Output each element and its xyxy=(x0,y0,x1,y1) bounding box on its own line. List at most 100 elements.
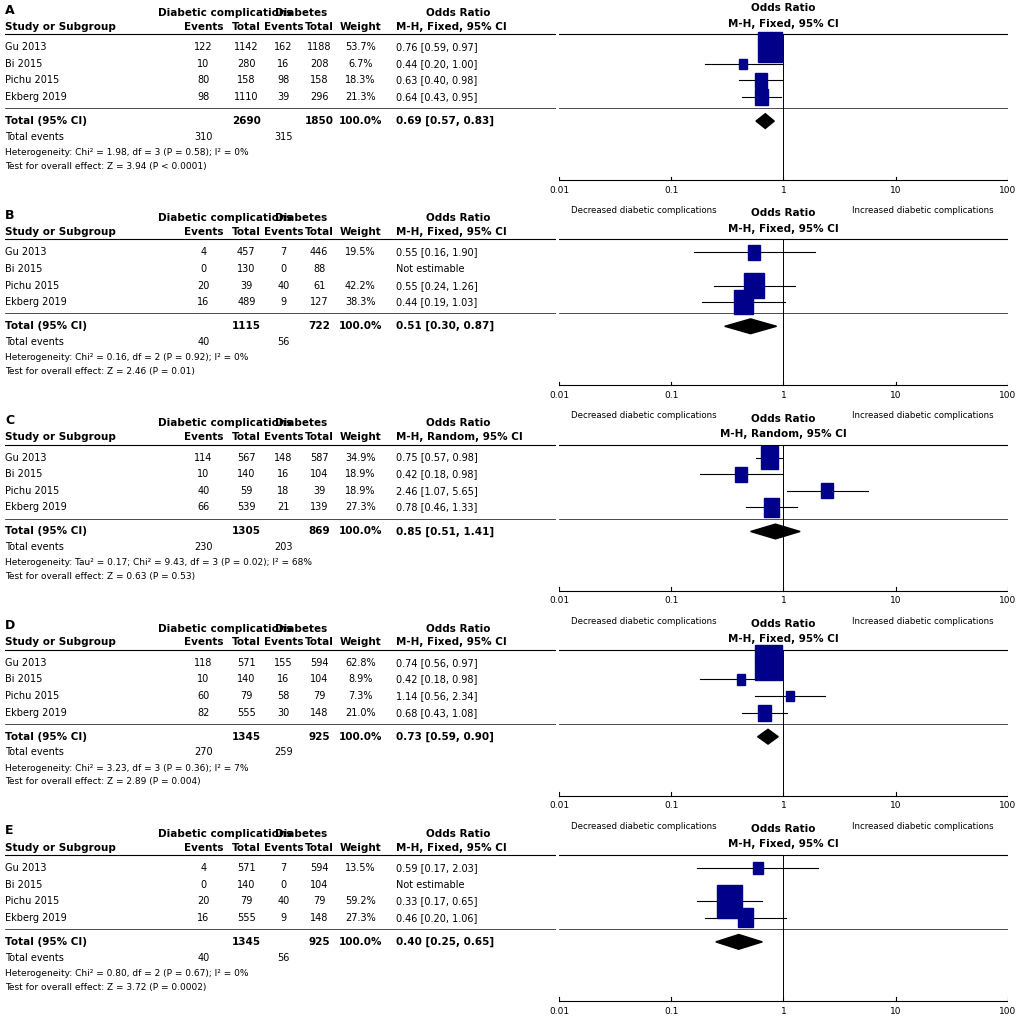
Text: 1: 1 xyxy=(780,391,786,400)
Text: Events: Events xyxy=(263,22,303,32)
Text: Total events: Total events xyxy=(5,952,64,962)
Text: Events: Events xyxy=(183,637,223,647)
Bar xyxy=(757,705,770,720)
Text: 148: 148 xyxy=(274,452,292,463)
Text: 587: 587 xyxy=(310,452,328,463)
Text: 0.01: 0.01 xyxy=(548,596,569,605)
Text: 722: 722 xyxy=(308,321,330,331)
Text: Study or Subgroup: Study or Subgroup xyxy=(5,637,116,647)
Text: 56: 56 xyxy=(277,952,289,962)
Text: 0.85 [0.51, 1.41]: 0.85 [0.51, 1.41] xyxy=(395,526,494,537)
Bar xyxy=(754,73,766,88)
Text: Not estimable: Not estimable xyxy=(395,264,465,274)
Bar xyxy=(760,446,777,469)
Text: Odds Ratio: Odds Ratio xyxy=(426,419,490,428)
Text: 0.1: 0.1 xyxy=(663,801,678,811)
Text: Total (95% CI): Total (95% CI) xyxy=(5,526,87,537)
Text: 148: 148 xyxy=(310,913,328,922)
Text: M-H, Fixed, 95% CI: M-H, Fixed, 95% CI xyxy=(395,637,506,647)
Text: Test for overall effect: Z = 2.46 (P = 0.01): Test for overall effect: Z = 2.46 (P = 0… xyxy=(5,367,195,377)
Text: Diabetic complications: Diabetic complications xyxy=(158,624,291,633)
Text: Diabetes: Diabetes xyxy=(275,624,327,633)
Text: 594: 594 xyxy=(310,863,328,873)
Text: Events: Events xyxy=(263,637,303,647)
Text: 270: 270 xyxy=(194,747,213,757)
Text: Ekberg 2019: Ekberg 2019 xyxy=(5,298,67,307)
Text: 118: 118 xyxy=(194,658,212,668)
Text: Events: Events xyxy=(183,432,223,442)
Text: M-H, Fixed, 95% CI: M-H, Fixed, 95% CI xyxy=(728,634,838,644)
Text: 9: 9 xyxy=(280,298,286,307)
Text: 0.59 [0.17, 2.03]: 0.59 [0.17, 2.03] xyxy=(395,863,477,873)
Text: Odds Ratio: Odds Ratio xyxy=(750,208,815,219)
Text: 140: 140 xyxy=(237,469,256,479)
Text: Ekberg 2019: Ekberg 2019 xyxy=(5,92,67,102)
Text: Pichu 2015: Pichu 2015 xyxy=(5,76,59,85)
Text: 104: 104 xyxy=(310,674,328,684)
Text: 21.3%: 21.3% xyxy=(344,92,375,102)
Text: 66: 66 xyxy=(197,503,209,512)
Text: 53.7%: 53.7% xyxy=(344,42,375,52)
Text: 594: 594 xyxy=(310,658,328,668)
Text: 10: 10 xyxy=(197,58,209,69)
Text: 1.14 [0.56, 2.34]: 1.14 [0.56, 2.34] xyxy=(395,692,477,701)
Text: Heterogeneity: Chi² = 0.16, df = 2 (P = 0.92); I² = 0%: Heterogeneity: Chi² = 0.16, df = 2 (P = … xyxy=(5,353,249,362)
Text: Total events: Total events xyxy=(5,747,64,757)
Text: 925: 925 xyxy=(308,732,329,742)
Text: Odds Ratio: Odds Ratio xyxy=(426,829,490,838)
Text: 1: 1 xyxy=(780,1007,786,1016)
Text: Pichu 2015: Pichu 2015 xyxy=(5,486,59,496)
Text: Increased diabetic complications: Increased diabetic complications xyxy=(851,411,993,421)
Polygon shape xyxy=(750,524,799,539)
Text: 18.3%: 18.3% xyxy=(344,76,375,85)
Text: 16: 16 xyxy=(277,674,289,684)
Text: 79: 79 xyxy=(313,897,325,906)
Text: 0.64 [0.43, 0.95]: 0.64 [0.43, 0.95] xyxy=(395,92,477,102)
Text: M-H, Random, 95% CI: M-H, Random, 95% CI xyxy=(719,429,846,439)
Text: 58: 58 xyxy=(277,692,289,701)
Text: 20: 20 xyxy=(197,281,209,290)
Text: 539: 539 xyxy=(236,503,256,512)
Text: 10: 10 xyxy=(197,674,209,684)
Text: 0.1: 0.1 xyxy=(663,1007,678,1016)
Text: 13.5%: 13.5% xyxy=(344,863,375,873)
Text: 82: 82 xyxy=(197,708,209,717)
Text: 8.9%: 8.9% xyxy=(347,674,372,684)
Text: 42.2%: 42.2% xyxy=(344,281,375,290)
Text: 0.1: 0.1 xyxy=(663,596,678,605)
Text: Total (95% CI): Total (95% CI) xyxy=(5,732,87,742)
Text: Odds Ratio: Odds Ratio xyxy=(750,413,815,424)
Text: 16: 16 xyxy=(197,913,209,922)
Text: Events: Events xyxy=(263,227,303,237)
Text: 0.42 [0.18, 0.98]: 0.42 [0.18, 0.98] xyxy=(395,674,477,684)
Text: 280: 280 xyxy=(236,58,256,69)
Text: 0.01: 0.01 xyxy=(548,186,569,195)
Text: 0.44 [0.19, 1.03]: 0.44 [0.19, 1.03] xyxy=(395,298,477,307)
Text: 100.0%: 100.0% xyxy=(338,937,382,947)
Text: Diabetes: Diabetes xyxy=(275,829,327,838)
Text: 21.0%: 21.0% xyxy=(344,708,375,717)
Text: Heterogeneity: Chi² = 3.23, df = 3 (P = 0.36); I² = 7%: Heterogeneity: Chi² = 3.23, df = 3 (P = … xyxy=(5,763,249,773)
Text: 0.01: 0.01 xyxy=(548,391,569,400)
Text: Test for overall effect: Z = 3.94 (P < 0.0001): Test for overall effect: Z = 3.94 (P < 0… xyxy=(5,162,207,171)
Text: Gu 2013: Gu 2013 xyxy=(5,247,47,258)
Text: Pichu 2015: Pichu 2015 xyxy=(5,897,59,906)
Text: 18.9%: 18.9% xyxy=(344,486,375,496)
Bar xyxy=(739,58,747,69)
Text: 259: 259 xyxy=(274,747,292,757)
Text: 10: 10 xyxy=(889,391,901,400)
Text: 869: 869 xyxy=(308,526,329,537)
Text: Pichu 2015: Pichu 2015 xyxy=(5,692,59,701)
Text: M-H, Fixed, 95% CI: M-H, Fixed, 95% CI xyxy=(728,839,838,850)
Bar xyxy=(747,244,759,260)
Text: M-H, Fixed, 95% CI: M-H, Fixed, 95% CI xyxy=(395,842,506,853)
Bar xyxy=(754,89,767,105)
Text: 7: 7 xyxy=(280,863,286,873)
Text: A: A xyxy=(5,4,14,16)
Text: Diabetes: Diabetes xyxy=(275,213,327,223)
Text: M-H, Fixed, 95% CI: M-H, Fixed, 95% CI xyxy=(395,22,506,32)
Text: 0.1: 0.1 xyxy=(663,391,678,400)
Text: Heterogeneity: Tau² = 0.17; Chi² = 9.43, df = 3 (P = 0.02); I² = 68%: Heterogeneity: Tau² = 0.17; Chi² = 9.43,… xyxy=(5,558,312,567)
Bar xyxy=(752,862,762,874)
Text: 40: 40 xyxy=(277,897,289,906)
